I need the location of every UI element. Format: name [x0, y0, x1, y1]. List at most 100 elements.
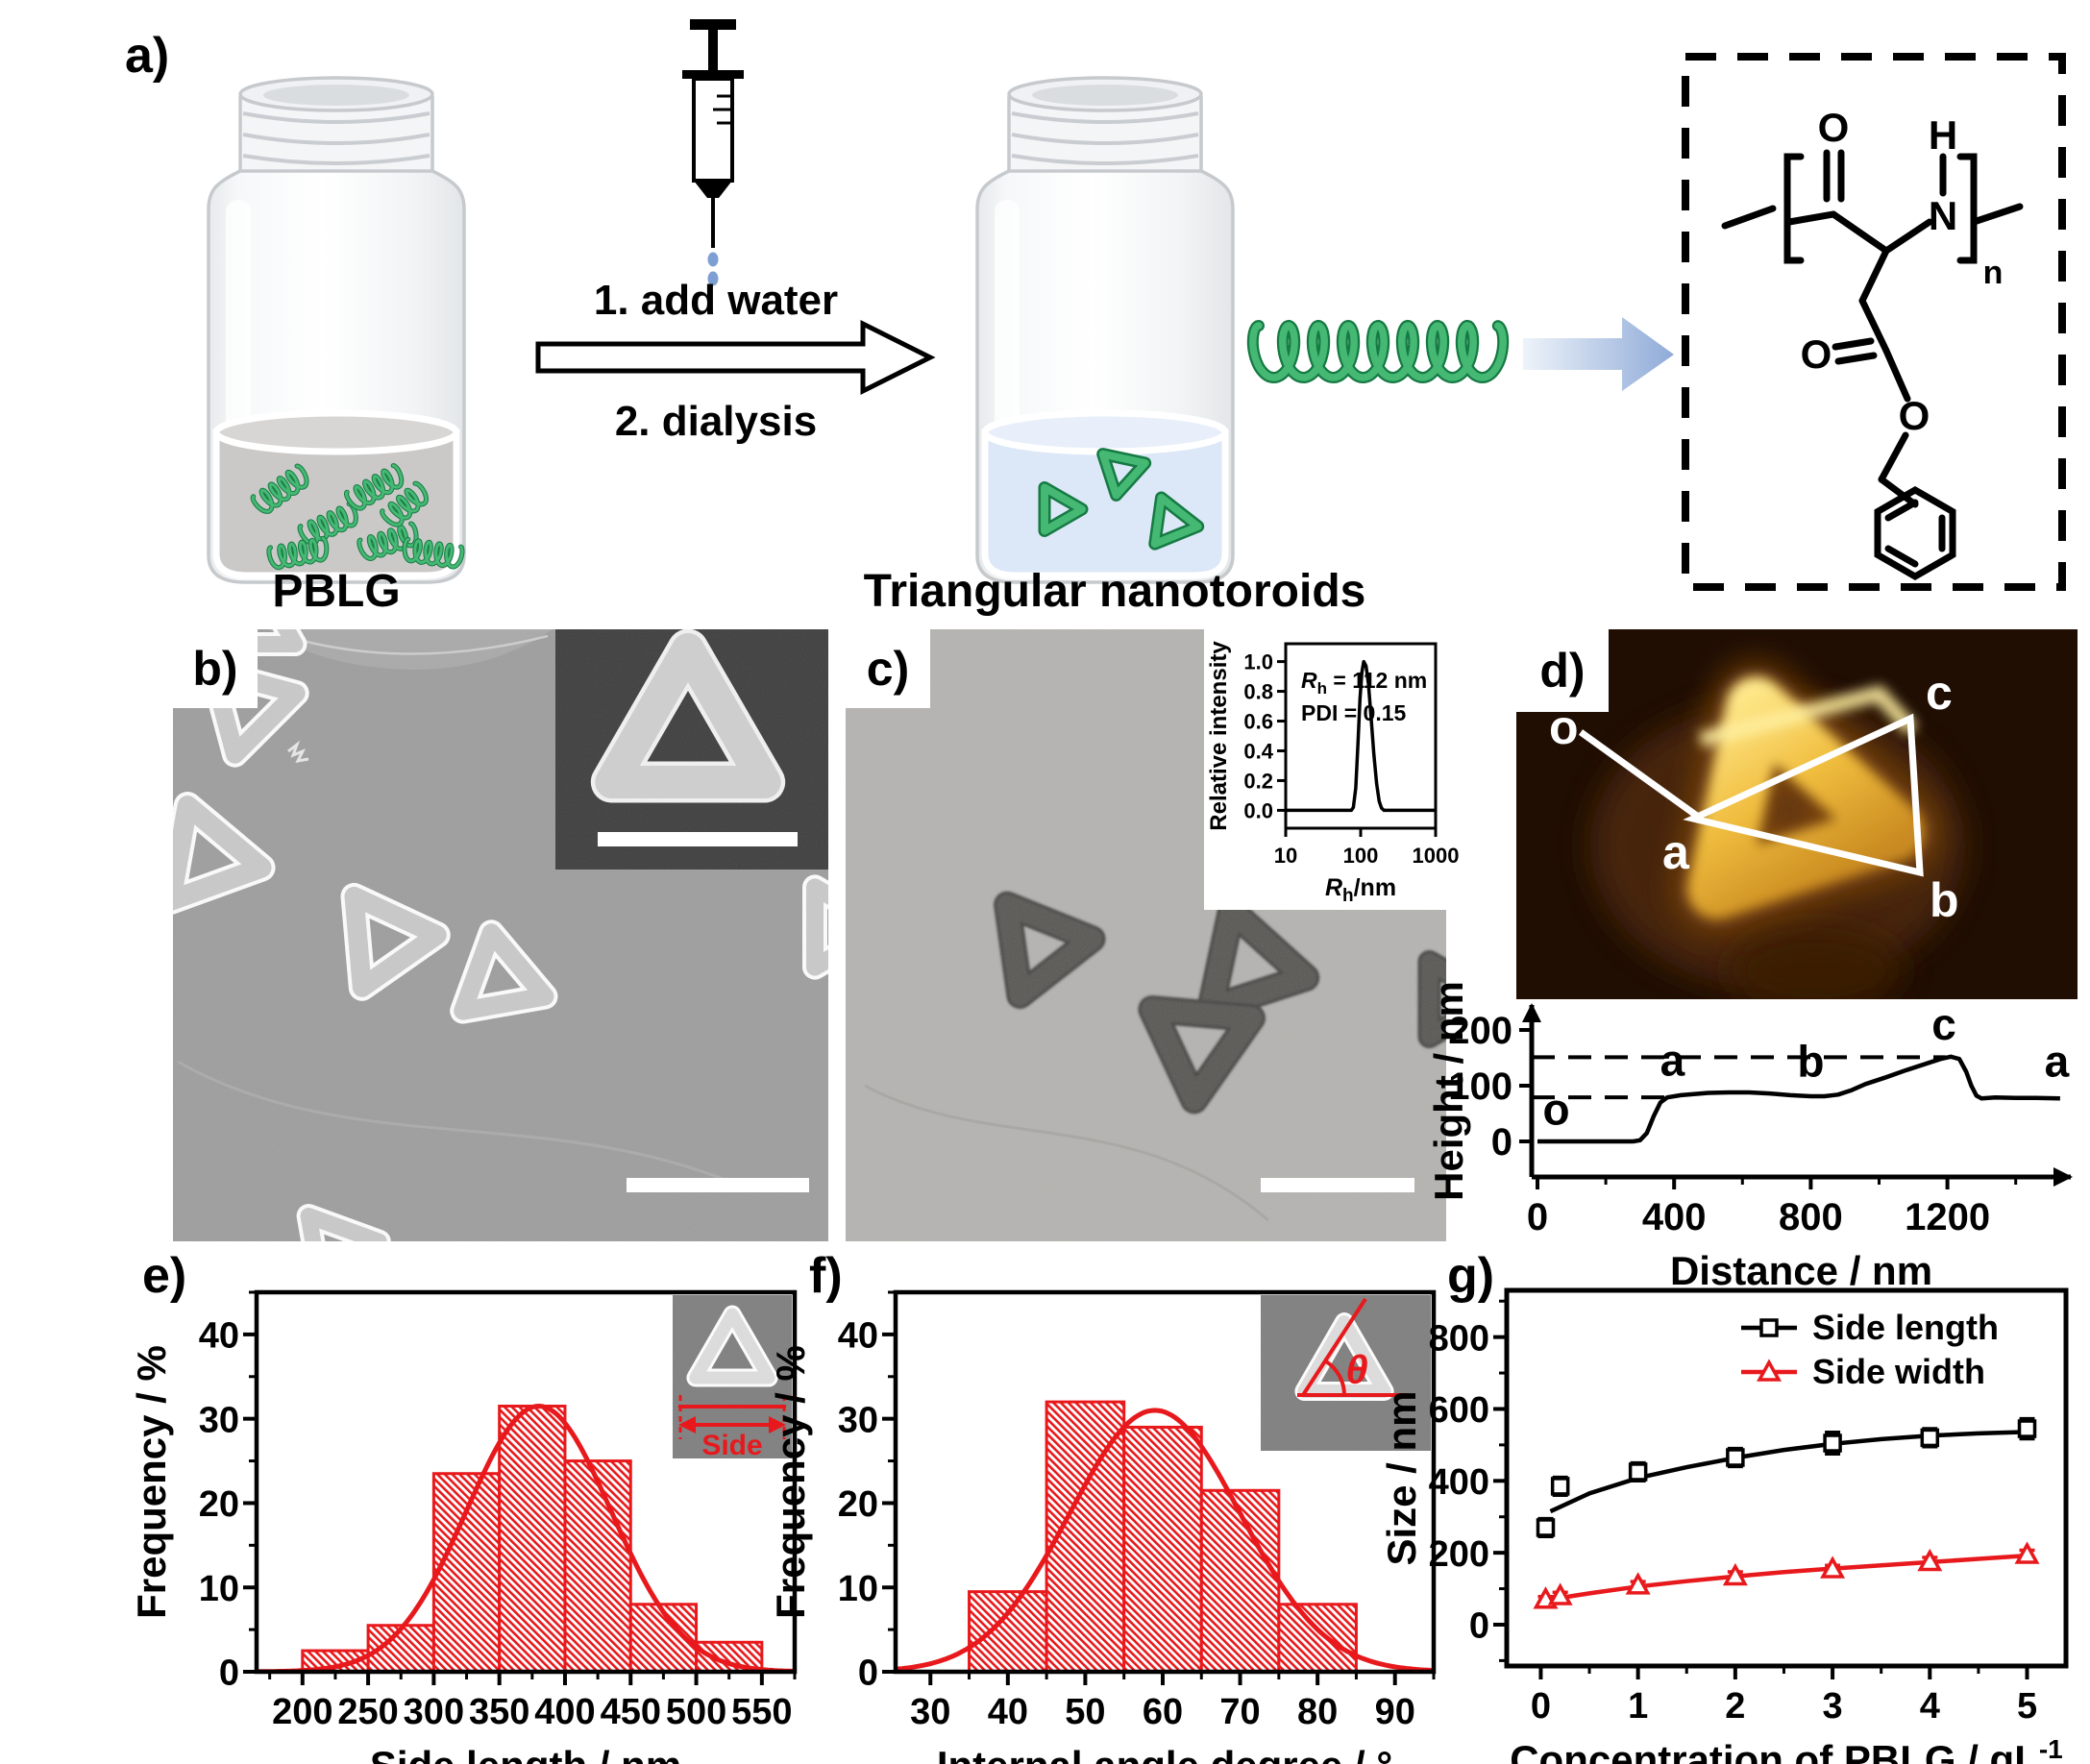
triangle-marker — [1547, 1582, 1573, 1605]
x-axis-title: Rh/nm — [1325, 874, 1396, 906]
y-tick-label: 20 — [838, 1484, 878, 1525]
gaussian-fit — [257, 1403, 795, 1672]
tspan: Concentration of PBLG / gL — [1510, 1737, 2039, 1764]
afm-marker-a: a — [1662, 825, 1689, 879]
dls-inset-bg — [1204, 629, 1446, 910]
y-tick-label: 1.0 — [1243, 650, 1273, 674]
y-tick-label: 0.0 — [1243, 798, 1273, 822]
triangle-marker — [1917, 1548, 1943, 1572]
y-tick-label: 10 — [199, 1569, 239, 1609]
y-tick-label: 0.4 — [1243, 739, 1273, 763]
x-tick-label: 0 — [1531, 1686, 1551, 1727]
y-axis-title: Relative intensity — [1206, 641, 1232, 831]
y-tick-label: 40 — [199, 1316, 239, 1357]
profile-point-label: a — [1660, 1036, 1685, 1086]
panel-e-label: e) — [142, 1248, 187, 1304]
x-tick-label: 400 — [534, 1692, 595, 1732]
x-tick-label: 100 — [1343, 844, 1379, 868]
afm-section-line — [1578, 729, 1704, 821]
x-tick-label: 5 — [2017, 1686, 2037, 1727]
panel-d-label: d) — [1516, 629, 1609, 712]
x-tick-label: 450 — [601, 1692, 661, 1732]
x-tick-label: 500 — [666, 1692, 726, 1732]
legend-triangle — [1757, 1359, 1782, 1382]
square-marker — [1628, 1462, 1648, 1482]
y-tick-label: 200 — [1429, 1534, 1489, 1575]
x-tick-label: 0 — [1527, 1196, 1548, 1238]
profile-point-label: b — [1797, 1037, 1824, 1087]
nanotoroids-title: Triangular nanotoroids — [863, 566, 1366, 617]
scale-bar — [627, 1178, 809, 1192]
y-tick-label: 800 — [1429, 1318, 1489, 1359]
helix-main — [251, 464, 308, 513]
x-tick-label: 70 — [1219, 1692, 1260, 1732]
hist-bar — [1199, 1488, 1281, 1674]
x-tick-label: 1000 — [1413, 844, 1460, 868]
y-axis-title: Frequency / % — [768, 1345, 813, 1619]
chart-dls: 10 100 1000 0.0 0.2 0.4 0.6 0.8 1.0 Relative inte… — [1204, 629, 1459, 910]
x-axis-title: Concentration of PBLG / gL-1 — [1510, 1734, 2063, 1764]
x-tick-label: 200 — [272, 1692, 332, 1732]
y-tick-label: 100 — [1448, 1066, 1512, 1108]
atom-label: N — [1929, 193, 1957, 238]
sem-image — [173, 629, 828, 1241]
x-axis-title: Internal angle degree / ° — [937, 1743, 1392, 1764]
vial-pblg — [207, 76, 466, 584]
square-marker — [1823, 1433, 1842, 1453]
tri-ring-stroke — [1098, 450, 1149, 500]
triangle-marker — [1722, 1562, 1748, 1586]
water-droplet — [707, 252, 719, 267]
hist-bar — [1277, 1603, 1358, 1674]
panel-b-letter: b) — [192, 642, 238, 696]
y-tick-label: 40 — [838, 1316, 878, 1357]
x-axis-title: Distance / nm — [1670, 1248, 1932, 1293]
y-tick-label: 10 — [838, 1569, 878, 1609]
hist-bar — [563, 1459, 632, 1674]
tem-image — [846, 629, 1446, 1241]
hist-bar — [1122, 1425, 1203, 1674]
helix-main — [381, 481, 428, 527]
x-tick-label: 30 — [910, 1692, 950, 1732]
afm-triangle-path — [1683, 713, 1924, 877]
tspan: h — [1342, 886, 1354, 906]
helix-main — [298, 502, 357, 546]
panel-c-letter: c) — [866, 642, 910, 696]
dls-annotation-rh: Rh = 112 nm — [1301, 668, 1427, 698]
syringe-icon — [682, 19, 744, 286]
chart-size_vs_concentration: 0 1 2 3 4 5 0 200 400 600 800 Concentration of PBLG… — [1379, 1287, 2069, 1764]
tspan: = 112 nm — [1327, 668, 1427, 693]
afm-marker-b: b — [1930, 873, 1959, 927]
helix-main — [357, 522, 418, 560]
y-tick-label: 0 — [1491, 1121, 1512, 1164]
angle-edge-line — [1301, 1297, 1367, 1397]
tspan: R — [1301, 668, 1317, 693]
legend-label: Side length — [1812, 1308, 1999, 1347]
hist-bar — [968, 1590, 1048, 1674]
y-tick-label: 30 — [199, 1400, 239, 1440]
angle-inset: θ — [1261, 1295, 1431, 1451]
repeat-label: n — [1983, 255, 2004, 291]
theta-label: θ — [1345, 1347, 1367, 1392]
helix-icon — [266, 535, 330, 571]
x-tick-label: 90 — [1375, 1692, 1415, 1732]
triangle-marker — [2014, 1541, 2040, 1564]
helix-main — [267, 536, 329, 570]
square-marker — [1726, 1448, 1745, 1467]
afm-marker-o: o — [1549, 700, 1579, 754]
nanotoroid-icon — [1096, 448, 1152, 502]
y-axis-title: Size / nm — [1379, 1390, 1424, 1565]
y-tick-label: 0 — [219, 1654, 239, 1694]
helix-main — [403, 537, 464, 569]
y-tick-label: 400 — [1429, 1462, 1489, 1503]
plot-border — [893, 1289, 1437, 1675]
fit-line-triangle — [1545, 1553, 2028, 1603]
y-tick-label: 600 — [1429, 1390, 1489, 1431]
square-marker — [1920, 1428, 1940, 1448]
dls-curve — [1286, 659, 1436, 813]
x-tick-label: 3 — [1823, 1686, 1843, 1727]
fit-line-square — [1549, 1430, 2028, 1514]
y-tick-label: 0 — [858, 1654, 878, 1694]
afm-marker-c: c — [1926, 666, 1953, 720]
